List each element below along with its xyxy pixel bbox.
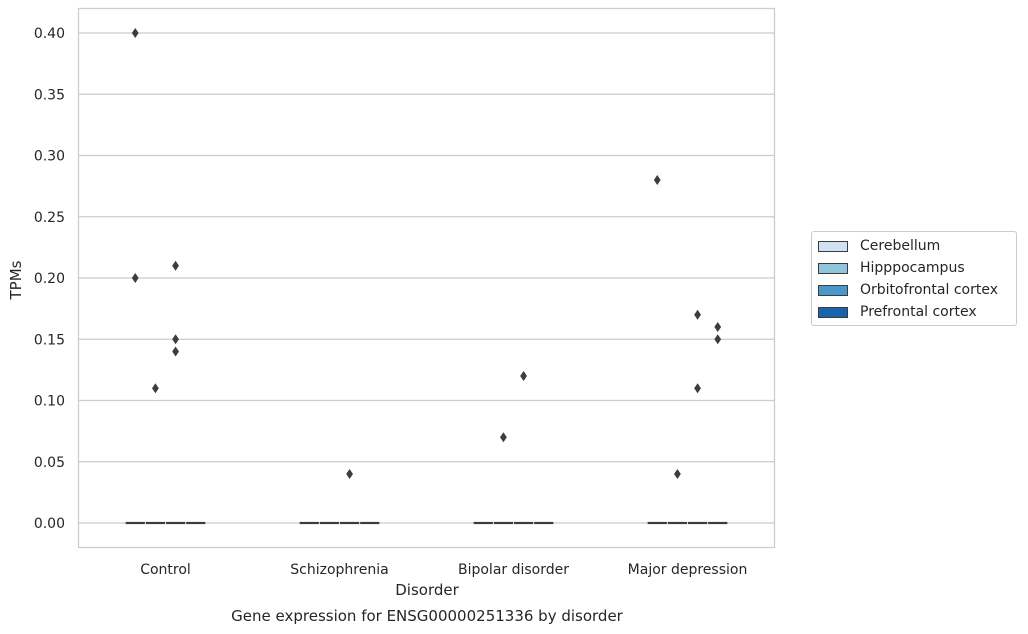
y-tick-label: 0.10 [34, 394, 65, 410]
y-tick-label: 0.25 [34, 210, 65, 226]
chart-caption: Gene expression for ENSG00000251336 by d… [231, 607, 623, 625]
outlier-point [172, 260, 179, 271]
y-tick-label: 0.15 [34, 332, 65, 348]
legend-label: Prefrontal cortex [860, 304, 977, 320]
y-tick-label: 0.30 [34, 149, 65, 165]
outlier-point [346, 469, 353, 479]
legend-swatch [818, 284, 848, 296]
x-tick-label: Control [140, 562, 191, 578]
legend-swatch [818, 262, 848, 274]
y-axis-ticks: 0.00 0.05 0.10 0.15 0.20 0.25 0.30 0.35 0.40 [34, 26, 65, 532]
outlier-point [714, 322, 722, 332]
outlier-point [674, 469, 681, 479]
legend-item-hippocampus: Hipppocampus [818, 259, 965, 277]
x-tick-label: Schizophrenia [290, 562, 388, 578]
x-tick-label: Bipolar disorder [458, 562, 569, 578]
legend-item-prefrontal-cortex: Prefrontal cortex [818, 303, 977, 321]
x-tick-label: Major depression [628, 562, 748, 578]
outlier-point [172, 334, 179, 345]
y-tick-label: 0.05 [34, 455, 65, 471]
box-marks [125, 521, 728, 525]
outlier-point [653, 175, 661, 185]
x-axis-ticks: Control Schizophrenia Bipolar disorder Majo… [140, 562, 747, 578]
outlier-point [694, 309, 701, 320]
outlier-point [500, 432, 507, 443]
x-axis-label: Disorder [395, 581, 459, 599]
outlier-points [131, 28, 722, 479]
y-axis-label: TPMs [7, 260, 25, 300]
y-tick-label: 0.35 [34, 87, 65, 103]
outlier-point [714, 334, 722, 345]
outlier-point [694, 383, 701, 394]
legend-label: Hipppocampus [860, 260, 965, 276]
outlier-point [520, 371, 527, 381]
outlier-point [131, 273, 139, 283]
outlier-point [172, 346, 179, 357]
outlier-point [131, 28, 139, 38]
legend-swatch [818, 306, 848, 318]
y-tick-label: 0.40 [34, 26, 65, 42]
y-tick-label: 0.20 [34, 271, 65, 287]
legend: Cerebellum Hipppocampus Orbitofrontal co… [811, 231, 1017, 326]
legend-label: Cerebellum [860, 238, 941, 254]
legend-swatch [818, 240, 848, 252]
y-tick-label: 0.00 [34, 516, 65, 532]
outlier-point [152, 383, 159, 394]
legend-item-orbitofrontal-cortex: Orbitofrontal cortex [818, 281, 998, 299]
legend-item-cerebellum: Cerebellum [818, 237, 940, 255]
legend-label: Orbitofrontal cortex [860, 282, 998, 298]
